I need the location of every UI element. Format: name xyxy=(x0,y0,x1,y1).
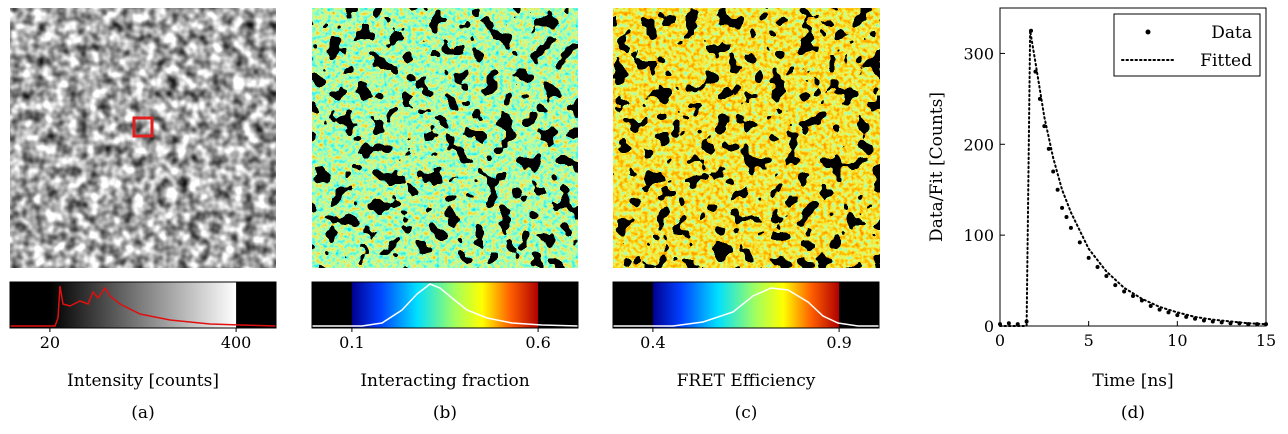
colorbar-label: FRET Efficiency xyxy=(677,371,816,391)
colorbar-tick-label: 0.1 xyxy=(339,333,364,352)
data-point xyxy=(1201,318,1206,323)
data-point xyxy=(1077,240,1082,245)
panel-caption: (c) xyxy=(735,403,758,423)
legend-label: Data xyxy=(1211,23,1252,43)
colorbar-label: Interacting fraction xyxy=(360,371,529,391)
y-tick-label: 100 xyxy=(963,226,994,245)
data-point xyxy=(1055,187,1060,192)
y-tick-label: 0 xyxy=(984,317,994,336)
fret-image xyxy=(613,8,880,268)
panel-caption: (b) xyxy=(433,403,457,423)
roi-box xyxy=(132,116,154,138)
colorbar-frame xyxy=(9,281,277,329)
colorbar-tick-label: 0.4 xyxy=(640,333,665,352)
data-point xyxy=(1046,146,1051,151)
panel-caption: (d) xyxy=(1121,403,1145,423)
colorbar-tick-label: 20 xyxy=(40,333,60,352)
plot: 0 5 10 15 0 100 200 300 Time [ns] Data/Fit [Count… xyxy=(927,7,1276,423)
data-point xyxy=(1064,214,1069,219)
colorbar-gradient xyxy=(652,282,840,328)
x-tick-label: 15 xyxy=(1256,331,1276,350)
colorbar-frame xyxy=(311,281,579,329)
histogram xyxy=(613,287,879,327)
x-tick-label: 10 xyxy=(1167,331,1187,350)
colorbar-frame xyxy=(612,281,880,329)
data-point xyxy=(1148,304,1153,309)
colorbar-tick-label: 400 xyxy=(221,333,252,352)
data-point xyxy=(1113,283,1118,288)
fraction-image xyxy=(312,8,578,268)
data-point xyxy=(1086,255,1091,260)
histogram xyxy=(312,283,579,327)
data-point xyxy=(1122,289,1127,294)
legend-label: Fitted xyxy=(1200,51,1252,71)
data-point xyxy=(1175,313,1180,318)
y-tick-label: 300 xyxy=(963,44,994,63)
legend-box xyxy=(1113,13,1261,77)
data-point xyxy=(1139,298,1144,303)
legend-swatch xyxy=(1145,29,1151,35)
colorbar-tick-label: 0.9 xyxy=(826,333,851,352)
data-point xyxy=(1006,321,1011,326)
x-tick-label: 5 xyxy=(1084,331,1094,350)
data-point xyxy=(1042,124,1047,129)
y-tick-label: 200 xyxy=(963,135,994,154)
x-axis-label: Time [ns] xyxy=(1092,371,1173,391)
data-point xyxy=(1060,205,1065,210)
fit-line xyxy=(999,30,1267,327)
colorbar-gradient xyxy=(49,282,237,328)
y-axis-label: Data/Fit [Counts] xyxy=(927,92,947,242)
data-point xyxy=(1166,310,1171,315)
histogram xyxy=(10,285,277,327)
data-point xyxy=(1095,264,1100,269)
colorbar-label: Intensity [counts] xyxy=(67,371,219,391)
axes-frame xyxy=(999,7,1267,327)
x-tick-label: 0 xyxy=(995,331,1005,350)
colorbar-gradient xyxy=(351,282,539,328)
data-point xyxy=(1157,307,1162,312)
data-point xyxy=(1131,294,1135,299)
data-point xyxy=(1051,169,1056,174)
data-point xyxy=(1068,225,1073,230)
panel-caption: (a) xyxy=(131,403,154,423)
colorbar-tick-label: 0.6 xyxy=(525,333,550,352)
data-point xyxy=(1104,274,1109,279)
intensity-image xyxy=(10,8,276,268)
